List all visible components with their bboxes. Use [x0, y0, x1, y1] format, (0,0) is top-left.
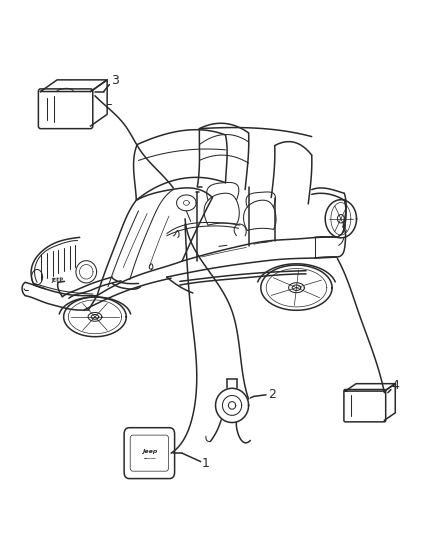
Text: 1: 1	[202, 457, 210, 470]
Text: Jeep: Jeep	[141, 448, 157, 454]
FancyBboxPatch shape	[130, 435, 169, 471]
Text: 2: 2	[268, 389, 276, 401]
FancyBboxPatch shape	[39, 89, 93, 128]
Text: ─────: ─────	[143, 457, 155, 462]
FancyBboxPatch shape	[124, 427, 175, 479]
Text: 3: 3	[111, 75, 119, 87]
Text: JEEP: JEEP	[51, 277, 64, 282]
FancyBboxPatch shape	[344, 390, 386, 422]
Text: 4: 4	[392, 379, 399, 392]
